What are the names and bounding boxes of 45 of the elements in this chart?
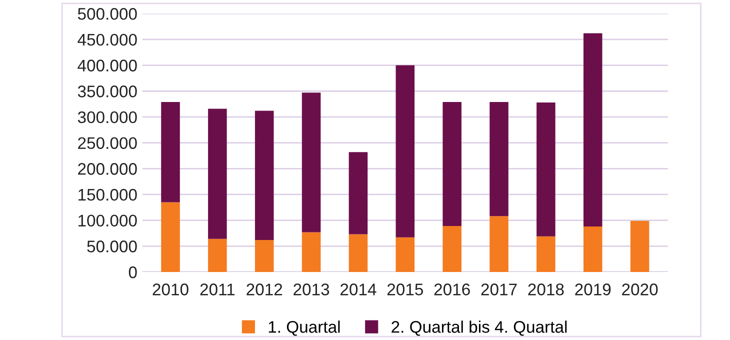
bar [254, 110, 274, 240]
bar [302, 92, 321, 232]
x-tick-label: 2018 [528, 284, 564, 296]
y-tick-label: 400.000 [78, 60, 137, 72]
x-tick-label: 2014 [340, 284, 376, 296]
x-tick-label: 2016 [434, 284, 470, 296]
bar [536, 102, 556, 236]
y-tick-label: 200.000 [78, 163, 137, 175]
bar [490, 102, 508, 216]
bar [583, 33, 602, 227]
y-tick-label: 50.000 [87, 240, 137, 252]
y-tick-label: 300.000 [78, 111, 137, 124]
bar [208, 108, 227, 239]
x-tick-label: 2015 [387, 284, 423, 296]
bar [536, 236, 556, 272]
y-tick-label: 350.000 [78, 86, 137, 98]
bar [208, 238, 227, 272]
bar [396, 65, 415, 238]
legend-label: 1. Quartal [268, 320, 340, 336]
y-tick-label: 450.000 [78, 34, 137, 46]
x-tick-label: 2011 [200, 284, 235, 296]
y-tick-label: 100.000 [78, 214, 137, 227]
x-tick-label: 2020 [622, 284, 658, 296]
x-tick-label: 2013 [294, 284, 330, 296]
bar [442, 226, 462, 272]
bar [583, 226, 602, 272]
legend-label: 2. Quartal bis 4. Quartal [392, 320, 567, 336]
bar [442, 102, 462, 226]
bar [348, 234, 368, 272]
y-tick-label: 500.000 [78, 8, 137, 20]
x-tick-label: 2017 [481, 284, 517, 296]
x-tick-label: 2010 [152, 284, 188, 296]
x-tick-label: 2019 [575, 284, 611, 296]
bar [396, 237, 415, 272]
y-tick-label: 150.000 [78, 188, 137, 201]
bar [254, 240, 274, 272]
bar [161, 202, 180, 272]
bar [161, 102, 180, 202]
bar [348, 152, 368, 234]
y-tick-label: 250.000 [78, 137, 137, 150]
bar [490, 216, 508, 272]
bar [630, 220, 650, 272]
bar [302, 232, 321, 272]
y-tick-label: 0 [128, 266, 137, 278]
x-tick-label: 2012 [246, 284, 282, 296]
